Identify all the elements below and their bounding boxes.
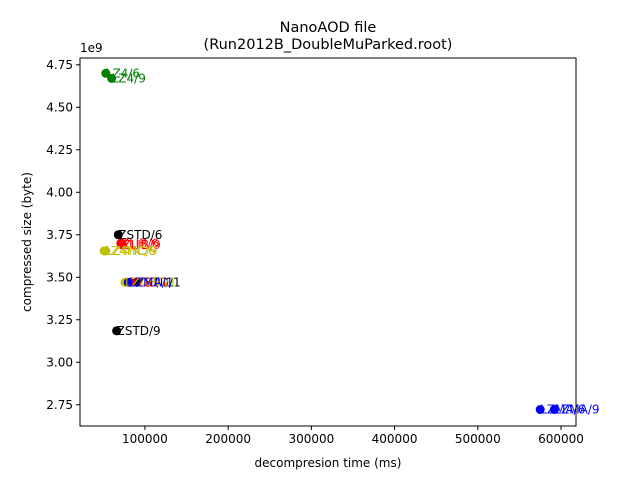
- data-point: [549, 405, 559, 415]
- data-point: [101, 68, 111, 78]
- y-tick-label: 4.25: [46, 143, 73, 157]
- plot-frame: [79, 57, 577, 427]
- data-point: [112, 326, 122, 336]
- x-tick-label: 300000: [288, 432, 334, 446]
- y-tick-label: 2.75: [46, 398, 73, 412]
- point-label: ZLIB/9: [122, 238, 160, 252]
- point-label: LZ4/6: [106, 66, 140, 80]
- point-label: ZSTD/6: [118, 228, 162, 242]
- data-points: [99, 68, 559, 415]
- point-label: LZMA/9: [554, 403, 599, 417]
- data-point: [107, 73, 117, 83]
- x-tick-label: 200000: [205, 432, 251, 446]
- point-label: ZSTD/9: [117, 324, 161, 338]
- x-tick-label: 600000: [538, 432, 584, 446]
- point-label: LZ4/9: [112, 71, 146, 85]
- data-point: [535, 405, 545, 415]
- y-tick-label: 3.25: [46, 313, 73, 327]
- point-label: ZLIB/6: [121, 236, 159, 250]
- data-point: [117, 240, 127, 250]
- point-label: LZMA/6: [540, 403, 585, 417]
- y-tick-label: 3.50: [46, 270, 73, 284]
- y-tick-label: 4.75: [46, 58, 73, 72]
- y-tick-label: 4.50: [46, 100, 73, 114]
- chart-subtitle: (Run2012B_DoubleMuParked.root): [204, 37, 453, 53]
- point-label: LZ4HC/9: [106, 244, 158, 258]
- point-label: ZLIB/1: [130, 275, 168, 289]
- point-label: LZ4HC/6: [104, 244, 156, 258]
- y-tick-label: 3.75: [46, 228, 73, 242]
- chart-title: NanoAOD file: [280, 20, 377, 36]
- data-point: [113, 230, 123, 240]
- y-tick-label: 4.00: [46, 185, 73, 199]
- data-point: [123, 277, 133, 287]
- point-label: ZSTD/1: [137, 275, 181, 289]
- y-tick-label: 3.00: [46, 355, 73, 369]
- y-offset-label: 1e9: [80, 41, 103, 55]
- x-tick-label: 500000: [455, 432, 501, 446]
- point-label: LZ4HC/1: [125, 275, 177, 289]
- x-tick-label: 100000: [122, 432, 168, 446]
- data-point: [132, 277, 142, 287]
- x-axis-label: decompresion time (ms): [255, 456, 402, 470]
- point-label: LZMA/1: [128, 275, 173, 289]
- data-point: [101, 246, 111, 256]
- y-axis-label: compressed size (byte): [20, 172, 34, 312]
- x-tick-label: 400000: [372, 432, 418, 446]
- axis-ticks: 100000 200000 300000 400000 500000 600000 2.75…: [46, 58, 584, 446]
